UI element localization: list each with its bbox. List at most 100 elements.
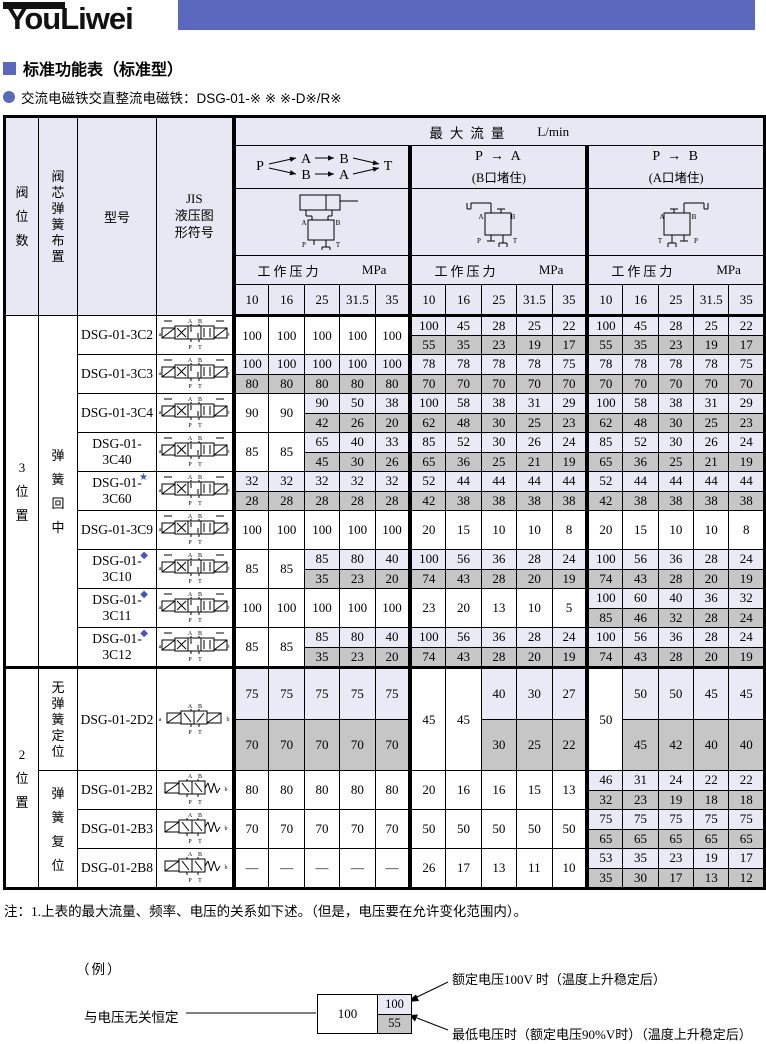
group-pressure-label-2: 工作压力 MPa: [585, 255, 765, 285]
flow-value-top: 45: [623, 317, 658, 335]
flow-value-bottom: 28: [482, 568, 516, 588]
flow-value-bottom: 25: [517, 719, 552, 770]
flow-value-top: 32: [269, 472, 304, 491]
svg-text:P: P: [302, 241, 306, 249]
flow-value-bottom: 21: [694, 451, 728, 471]
flow-value-top: 24: [729, 550, 763, 569]
flow-value-top: 75: [623, 810, 658, 829]
flow-value-top: 65: [305, 433, 339, 452]
flow-value-cell: 40 30: [480, 666, 518, 771]
section-label-text: 无弹簧定位: [40, 681, 77, 758]
flow-value-cell: 33 26: [374, 432, 411, 472]
split-cell: 75 70: [305, 670, 339, 770]
flow-value-cell: 90 42: [303, 393, 341, 433]
flow-value-top: 75: [729, 810, 763, 829]
flow-value-cell: 90: [268, 393, 305, 433]
flow-value-bottom: 42: [591, 490, 622, 510]
flow-value-cell: 11: [516, 848, 553, 889]
svg-text:A: A: [478, 213, 483, 221]
flow-value-bottom: 70: [623, 373, 658, 393]
flow-value-cell: 28 20: [693, 549, 730, 589]
flow-path-diagram: P A BB AT: [256, 152, 393, 183]
flow-value-top: 78: [446, 355, 481, 374]
flow-value-bottom: 28: [305, 490, 339, 510]
example-split-cells: 100 55: [378, 995, 411, 1033]
flow-value-top: 85: [305, 550, 339, 569]
flow-value-cell: 17: [445, 848, 482, 889]
flow-value-cell: 100 74: [585, 627, 624, 668]
flow-value-top: 32: [376, 472, 409, 491]
flow-value-top: 24: [659, 771, 693, 790]
svg-text:B: B: [692, 213, 697, 221]
flow-value-top: 17: [729, 849, 763, 868]
split-cell: 75 70: [237, 670, 268, 770]
flow-value-bottom: 70: [340, 719, 375, 770]
svg-text:B: B: [198, 704, 202, 710]
flow-value-top: 19: [694, 849, 728, 868]
flow-value-cell: 50: [585, 666, 624, 771]
flow-value-cell: 90: [231, 393, 270, 433]
split-cell: 44 38: [482, 472, 516, 510]
flow-value-top: 100: [237, 355, 268, 374]
flow-value-bottom: 80: [305, 373, 339, 393]
split-cell: 100 74: [414, 550, 445, 588]
flow-value-cell: 75 70: [551, 354, 588, 394]
flow-value-bottom: 80: [237, 373, 268, 393]
section-label: 无弹簧定位: [38, 666, 78, 771]
svg-text:T: T: [198, 345, 202, 350]
flow-value-bottom: 20: [376, 646, 409, 666]
flow-value-top: 100: [414, 317, 445, 335]
flow-value-cell: 75 70: [339, 666, 376, 771]
pressure-tick: 10: [408, 284, 447, 317]
flow-value-cell: 100: [339, 315, 376, 355]
split-cell: 40 30: [340, 433, 375, 471]
split-cell: 52 36: [623, 433, 658, 471]
flow-value-top: 52: [446, 433, 481, 452]
flow-value-bottom: 70: [446, 373, 481, 393]
section-label: 弹簧回中: [38, 315, 78, 668]
flow-value-bottom: 23: [553, 412, 586, 432]
jis-valve-symbol: A B P Tb: [164, 774, 228, 806]
flow-value-cell: 40 32: [657, 588, 695, 628]
flow-value-top: 36: [694, 589, 728, 608]
flow-value-cell: 31 23: [622, 770, 659, 810]
flow-value-top: 38: [659, 394, 693, 413]
flow-value-bottom: 38: [694, 490, 728, 510]
flow-value-top: 30: [482, 433, 516, 452]
flow-value-top: 30: [517, 670, 552, 719]
model-cell: DSG-01-3C2: [77, 315, 157, 355]
svg-text:b: b: [227, 371, 230, 377]
svg-text:A: A: [188, 553, 193, 559]
flow-value-top: 75: [305, 670, 339, 719]
split-cell: 75 65: [729, 810, 763, 848]
section-label-text: 弹簧复位: [40, 787, 77, 872]
flow-value-top: 78: [623, 355, 658, 374]
flow-value-cell: 85 35: [303, 549, 341, 589]
svg-text:B: B: [198, 475, 202, 481]
vertical-char: 位: [15, 209, 29, 224]
flow-value-cell: 36 28: [693, 588, 730, 628]
group-flow-title: P → A: [475, 148, 523, 164]
flow-value-cell: 15: [445, 510, 482, 550]
flow-value-cell: 24 19: [551, 432, 588, 472]
flow-value-cell: 15: [622, 510, 659, 550]
group-pressure-label-1: 工作压力 MPa: [408, 255, 588, 285]
flow-value-cell: 100: [374, 315, 411, 355]
flow-value-top: 40: [376, 628, 409, 647]
flow-value-cell: 75 65: [693, 809, 730, 849]
group-sketch-2: B A P T: [585, 188, 765, 256]
split-cell: 32 28: [376, 472, 409, 510]
flow-value-bottom: 62: [414, 412, 445, 432]
header-jis-symbol: JIS 液压图 形符号: [156, 116, 234, 316]
svg-text:B: B: [198, 358, 202, 364]
flow-value-cell: 50 42: [657, 666, 695, 771]
flow-value-bottom: 30: [659, 412, 693, 432]
flow-value-cell: 100: [303, 510, 341, 550]
flow-value-cell: 24 19: [728, 432, 765, 472]
flow-value-cell: 56 43: [622, 549, 659, 589]
split-cell: 75 70: [553, 355, 586, 393]
flow-value-top: 44: [517, 472, 552, 491]
flow-value-top: 50: [340, 394, 375, 413]
